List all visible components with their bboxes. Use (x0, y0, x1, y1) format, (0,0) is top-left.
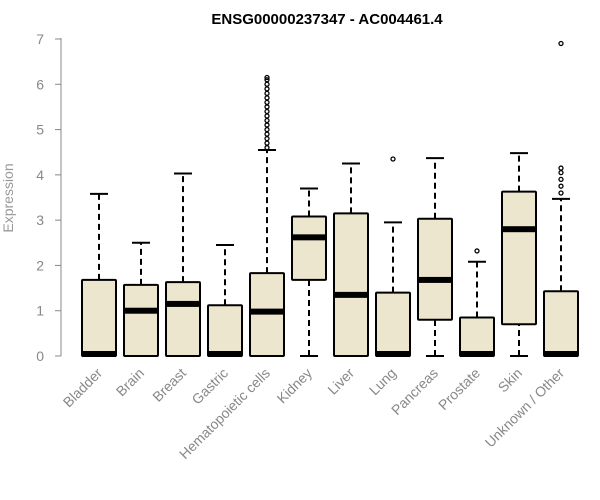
outlier-point (474, 248, 480, 254)
outlier-point (264, 86, 270, 92)
outlier-point (264, 145, 270, 151)
y-tick-label: 0 (36, 348, 44, 364)
x-tick-label: Liver (324, 365, 357, 398)
x-tick-label: Unknown / Other (482, 365, 568, 451)
box-gastric (207, 244, 243, 357)
outlier-point (264, 135, 270, 142)
outlier-point (264, 122, 270, 128)
outlier-point (264, 95, 270, 101)
x-tick-label: Breast (149, 365, 189, 405)
y-axis-ticks: 0 1 2 3 4 5 6 7 (36, 31, 61, 364)
outlier-point (390, 156, 396, 162)
box-unknown-other (543, 40, 579, 357)
outlier-point (264, 131, 270, 137)
x-tick-label: Bladder (60, 365, 106, 411)
outlier-point (558, 40, 564, 47)
box-hematopoietic-cells (249, 74, 285, 357)
median-bar (544, 351, 578, 357)
outlier-point (264, 77, 270, 83)
box-body (81, 278, 117, 358)
box-kidney (291, 187, 327, 357)
box-brain (123, 241, 159, 357)
box-bladder (81, 192, 117, 358)
outlier-point (558, 169, 564, 176)
outlier-point (264, 113, 270, 119)
x-tick-label: Lung (366, 365, 399, 398)
box-breast (165, 172, 201, 358)
x-tick-label: Brain (113, 365, 147, 399)
outlier-point (264, 108, 270, 115)
median-bar (292, 234, 326, 241)
box-body (459, 316, 495, 357)
x-tick-label: Skin (495, 365, 526, 396)
median-bar (418, 276, 452, 283)
outlier-point (558, 183, 564, 189)
y-tick-label: 3 (36, 212, 44, 228)
box-body (543, 290, 579, 357)
outlier-point (264, 74, 270, 81)
median-bar (124, 307, 158, 314)
y-tick-label: 2 (36, 257, 44, 273)
y-tick-label: 5 (36, 122, 44, 138)
outlier-point (558, 165, 564, 171)
box-body (207, 304, 243, 357)
box-body (291, 215, 327, 281)
x-tick-label: Prostate (435, 365, 483, 413)
box-series (81, 40, 579, 358)
outlier-point (264, 81, 270, 87)
outlier-point (558, 190, 564, 196)
box-skin (501, 152, 537, 357)
median-bar (82, 351, 116, 357)
box-body (333, 212, 369, 357)
chart-title: ENSG00000237347 - AC004461.4 (211, 11, 443, 28)
outlier-point (264, 104, 270, 110)
median-bar (250, 308, 284, 315)
outlier-point (264, 99, 270, 106)
median-bar (460, 351, 494, 357)
box-body (417, 217, 453, 321)
box-liver (333, 162, 369, 357)
x-tick-label: Pancreas (388, 365, 441, 418)
box-pancreas (417, 157, 453, 357)
y-axis-label: Expression (0, 163, 16, 232)
median-bar (502, 226, 536, 233)
y-tick-label: 7 (36, 31, 44, 47)
box-prostate (459, 248, 495, 357)
y-tick-label: 1 (36, 303, 44, 319)
box-body (501, 190, 537, 326)
outlier-point (264, 90, 270, 96)
x-tick-label: Kidney (274, 365, 316, 407)
y-tick-label: 4 (36, 167, 44, 183)
outlier-point (264, 117, 270, 124)
box-body (165, 281, 201, 358)
box-lung (375, 156, 411, 358)
outlier-point (264, 126, 270, 133)
median-bar (334, 291, 368, 298)
box-body (123, 283, 159, 357)
median-bar (166, 300, 200, 307)
y-tick-label: 6 (36, 76, 44, 92)
box-body (375, 291, 411, 358)
outlier-point (558, 176, 564, 183)
median-bar (208, 351, 242, 357)
median-bar (376, 351, 410, 357)
outlier-point (264, 140, 270, 146)
